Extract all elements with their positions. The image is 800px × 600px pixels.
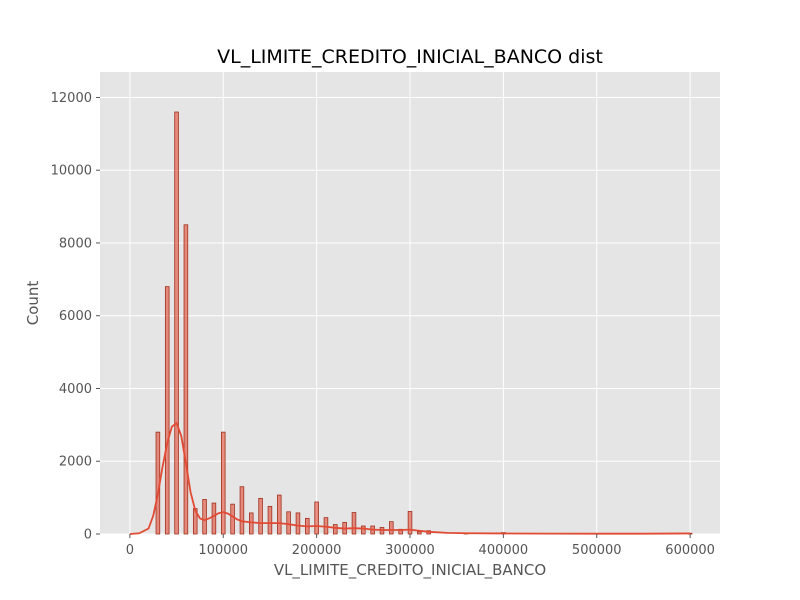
y-tick-label: 0 <box>84 528 92 543</box>
histogram-bar <box>295 512 301 535</box>
y-axis-label: Count <box>24 281 42 326</box>
histogram-bar <box>258 497 263 535</box>
x-axis-ticks: 0 100000 200000 300000 400000 500000 600000 <box>126 534 715 558</box>
y-tick-label: 12000 <box>51 91 92 106</box>
histogram-bar <box>164 286 170 535</box>
histogram-bar <box>230 503 235 535</box>
histogram-bar <box>286 511 291 535</box>
histogram-bar <box>183 224 189 535</box>
y-axis-ticks: 0 2000 4000 6000 8000 10000 12000 <box>51 91 100 543</box>
x-tick-label: 600000 <box>665 543 715 558</box>
histogram-bar <box>417 531 422 535</box>
x-tick-label: 200000 <box>292 543 342 558</box>
y-tick-label: 10000 <box>51 164 92 179</box>
kde-curve <box>129 421 691 535</box>
histogram-bar <box>248 512 254 535</box>
x-axis-label: VL_LIMITE_CREDITO_INICIAL_BANCO <box>274 561 546 580</box>
chart-title: VL_LIMITE_CREDITO_INICIAL_BANCO dist <box>217 46 603 68</box>
y-tick-label: 8000 <box>59 236 92 251</box>
histogram-bar <box>174 111 179 535</box>
x-tick-label: 100000 <box>198 543 248 558</box>
histogram-bar <box>314 501 319 535</box>
histogram-bar <box>277 494 282 535</box>
histogram-bar <box>333 524 338 535</box>
histogram-bar <box>220 431 226 535</box>
x-tick-label: 300000 <box>385 543 435 558</box>
histogram-bar <box>239 486 245 535</box>
histogram-bar <box>389 521 394 535</box>
y-tick-label: 4000 <box>59 382 92 397</box>
x-tick-label: 400000 <box>479 543 529 558</box>
histogram-bar <box>211 502 217 535</box>
y-tick-label: 6000 <box>59 309 92 324</box>
histogram-bar <box>267 505 273 535</box>
histogram-bar <box>351 512 357 535</box>
y-tick-label: 2000 <box>59 455 92 470</box>
x-tick-label: 0 <box>126 543 134 558</box>
histogram-bar <box>202 499 207 535</box>
histogram-bar <box>361 525 366 535</box>
x-tick-label: 500000 <box>572 543 622 558</box>
